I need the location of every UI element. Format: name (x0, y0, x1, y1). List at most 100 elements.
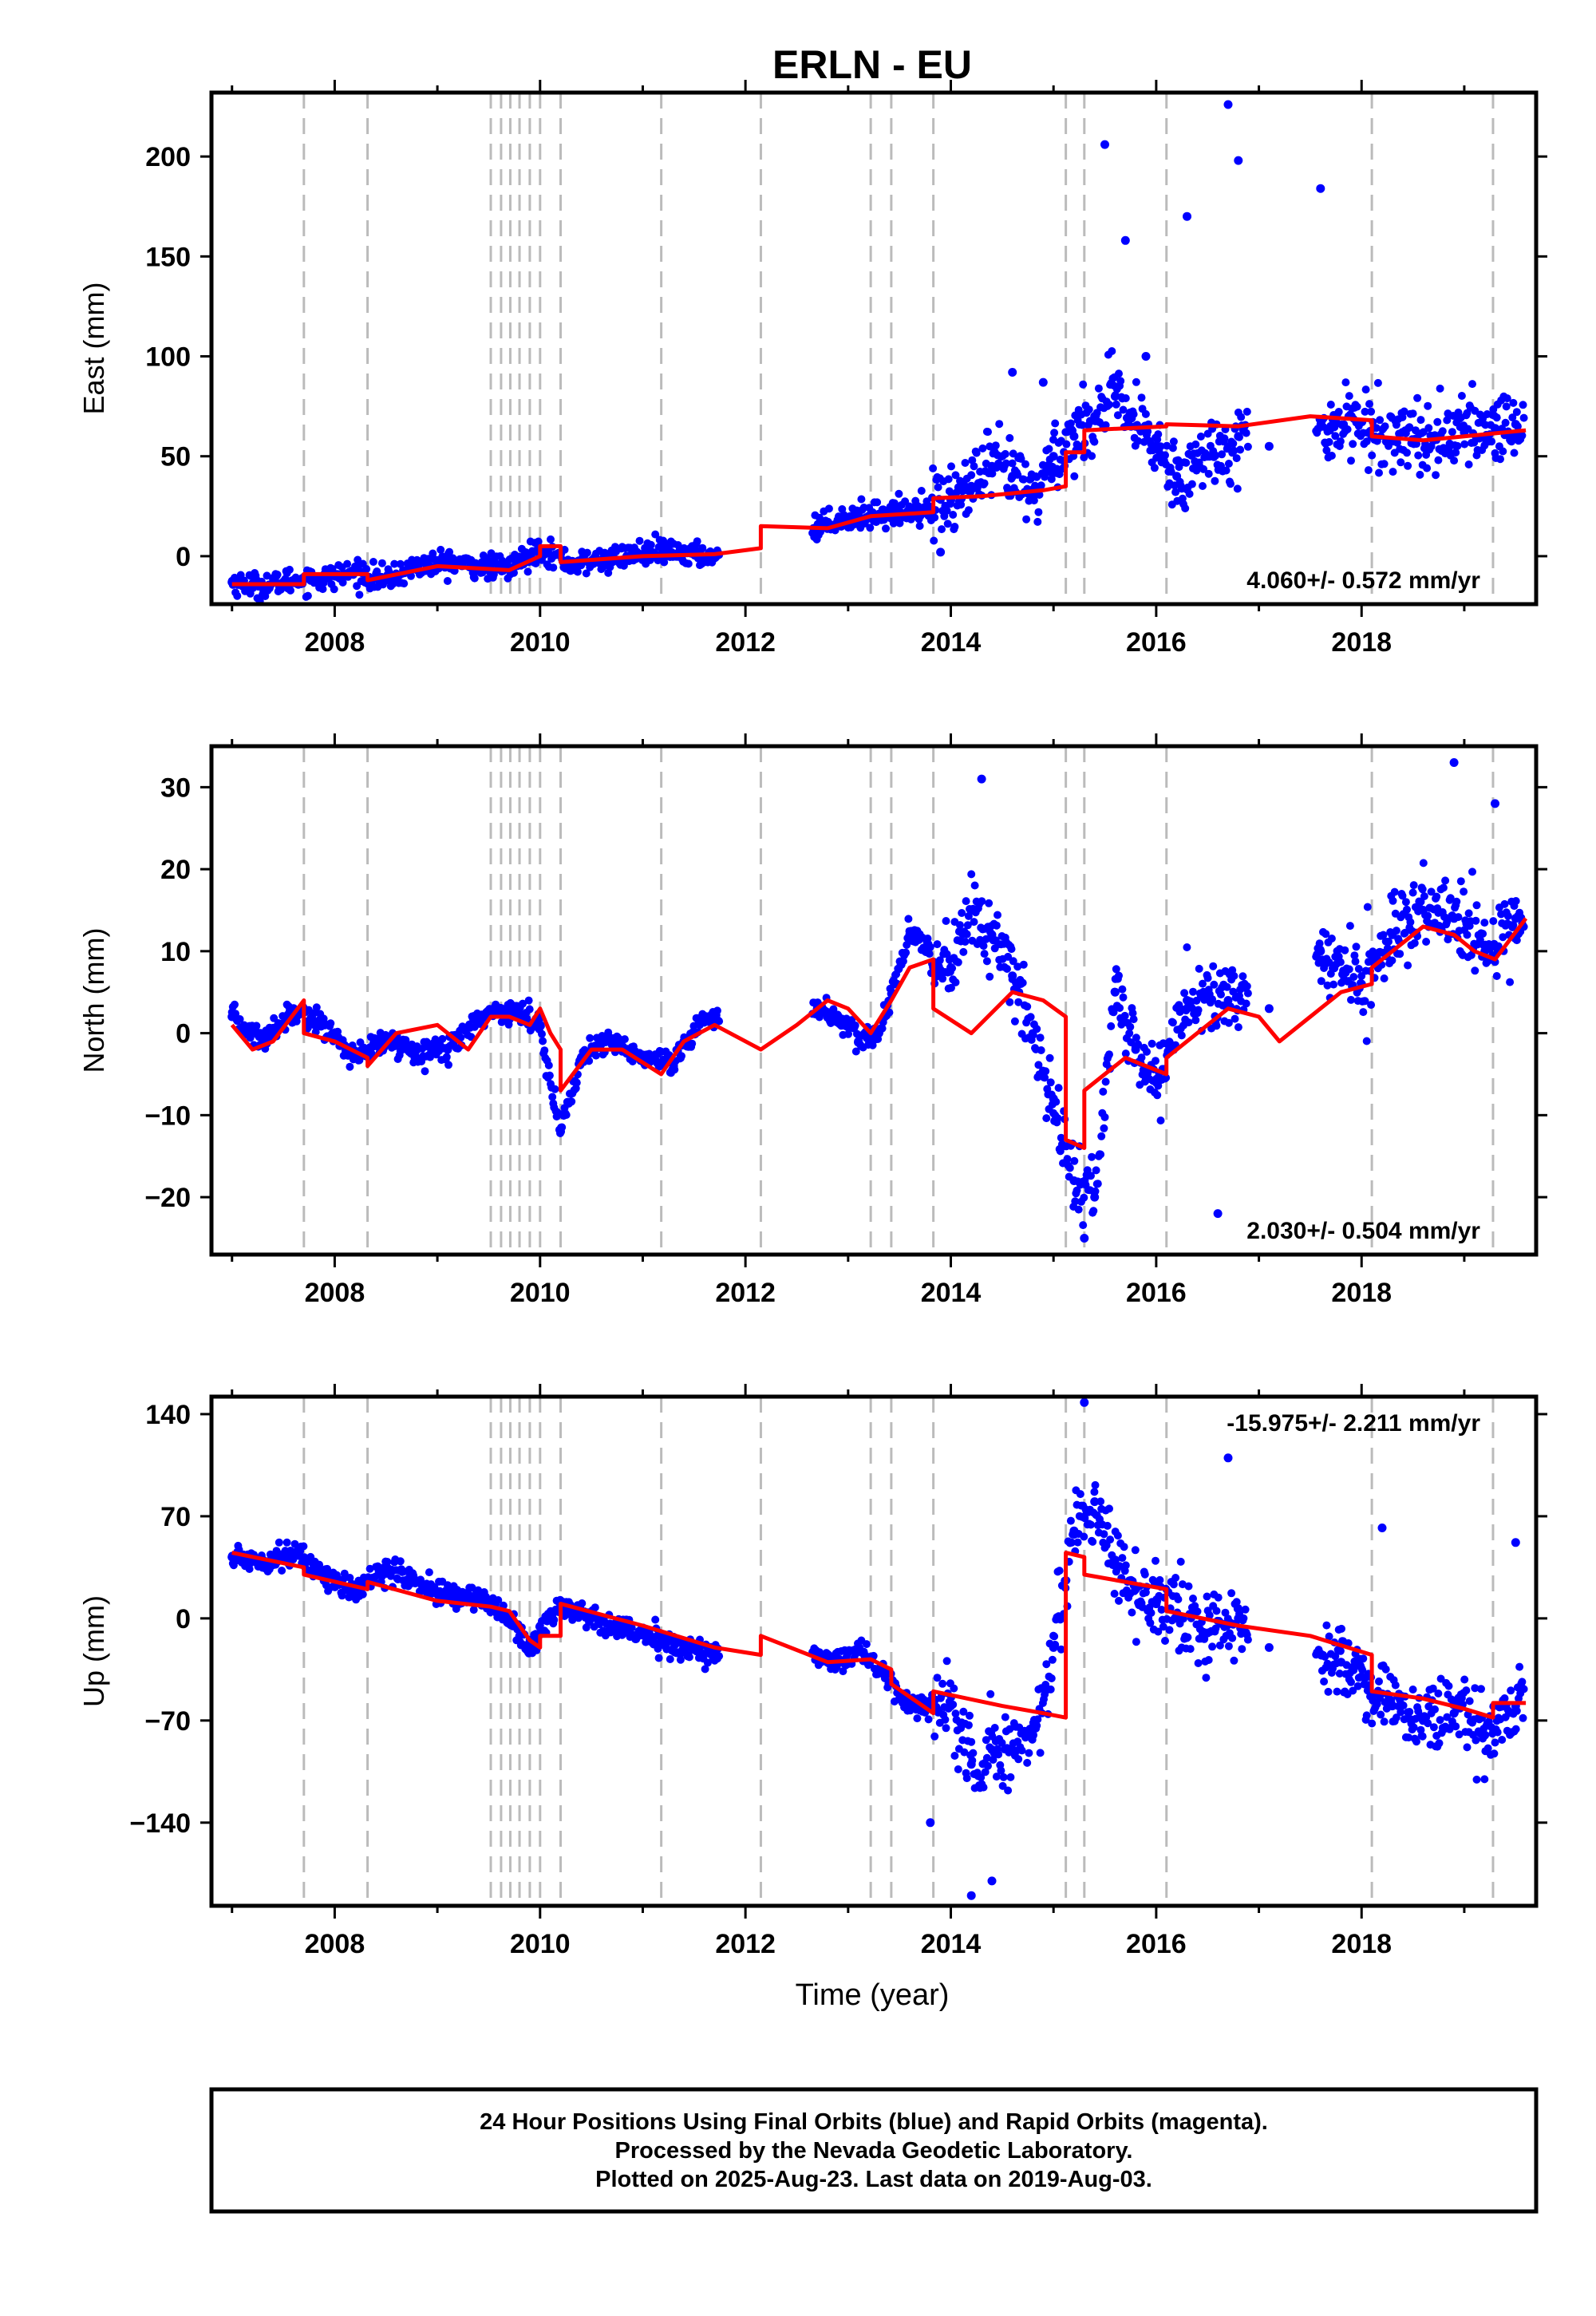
observed-point (421, 1067, 429, 1076)
observed-point (1029, 1030, 1037, 1039)
observed-point (1131, 1546, 1140, 1555)
observed-point (504, 1004, 514, 1014)
observed-point (1404, 461, 1412, 470)
observed-point (972, 449, 981, 457)
observed-point (1045, 1053, 1054, 1062)
observed-point (1092, 1166, 1100, 1175)
observed-point (1452, 449, 1460, 456)
observed-point (303, 591, 312, 600)
y-tick-label: 0 (176, 1019, 191, 1049)
observed-point (1406, 918, 1415, 927)
observed-point (1414, 451, 1423, 460)
observed-point (1503, 911, 1512, 920)
observed-point (400, 579, 409, 588)
observed-point (1005, 433, 1014, 442)
observed-point (1223, 982, 1231, 991)
observed-point (1396, 458, 1405, 467)
observed-point (443, 1581, 452, 1590)
observed-point (1519, 401, 1527, 409)
observed-point (874, 1029, 883, 1038)
observed-point (535, 1020, 545, 1030)
footer-box (209, 2087, 1539, 2214)
observed-point (929, 464, 938, 472)
observed-point (1232, 1598, 1241, 1607)
observed-point (1379, 931, 1388, 939)
observed-point (1492, 972, 1501, 980)
observed-point (1498, 1736, 1507, 1744)
observed-point (981, 1768, 990, 1777)
observed-point (1180, 989, 1189, 998)
observed-point (1455, 1730, 1464, 1739)
observed-point (950, 1684, 958, 1693)
observed-point (1434, 456, 1443, 464)
observed-point (1172, 472, 1182, 481)
observed-point (1152, 1599, 1161, 1609)
observed-point (1050, 429, 1059, 437)
observed-point (980, 950, 989, 958)
observed-point (1055, 1567, 1064, 1575)
observed-point (1079, 1221, 1088, 1230)
observed-point (1047, 1674, 1056, 1682)
observed-point (1362, 1037, 1371, 1045)
observed-point (1023, 1758, 1032, 1767)
observed-point (986, 972, 994, 981)
observed-point (1125, 1029, 1134, 1037)
observed-point (966, 1891, 976, 1900)
offset-lines (302, 1397, 1495, 1906)
observed-point (866, 524, 875, 532)
observed-point (263, 571, 271, 580)
observed-point (1063, 1155, 1072, 1164)
observed-point (1424, 911, 1432, 920)
observed-point (1113, 411, 1122, 420)
observed-point (1452, 1722, 1460, 1731)
observed-point (1336, 437, 1345, 445)
y-tick-label: −10 (144, 1101, 191, 1131)
observed-point (968, 456, 977, 464)
observed-point (1146, 1618, 1155, 1627)
observed-point (1119, 993, 1128, 1002)
observed-point (1431, 1705, 1439, 1713)
observed-point (1105, 401, 1113, 409)
observed-point (1230, 971, 1238, 980)
observed-point (1165, 1626, 1174, 1634)
observed-point (1118, 985, 1127, 994)
observed-point (1242, 999, 1250, 1008)
observed-point (1171, 1574, 1180, 1582)
observed-point (651, 1615, 660, 1624)
observed-point (1121, 394, 1130, 402)
observed-point (1511, 1538, 1520, 1547)
observed-point (941, 1715, 950, 1724)
observed-point (961, 938, 970, 946)
observed-point (688, 1039, 697, 1048)
observed-point (1014, 998, 1023, 1006)
observed-point (1034, 508, 1043, 516)
x-tick-label: 2018 (1331, 1929, 1392, 1959)
observed-point (978, 444, 987, 453)
observed-point (1147, 1609, 1156, 1617)
observed-point (967, 471, 976, 480)
observed-point (977, 1773, 986, 1782)
observed-point (684, 559, 693, 568)
observed-point (698, 543, 707, 552)
observed-point (829, 1005, 838, 1014)
observed-point (1182, 458, 1191, 467)
observed-point (925, 950, 934, 958)
observed-point (1121, 1049, 1130, 1058)
observed-point (942, 1657, 951, 1666)
observed-point (1183, 211, 1191, 221)
observed-point (1409, 1723, 1418, 1732)
observed-point (915, 522, 924, 530)
observed-point (1183, 996, 1191, 1005)
observed-point (1080, 1514, 1089, 1523)
observed-point (1377, 1710, 1385, 1719)
observed-point (1001, 459, 1010, 468)
observed-point (1006, 1773, 1015, 1781)
observed-point (1153, 1091, 1162, 1100)
observed-point (1212, 1022, 1221, 1030)
observed-point (917, 487, 926, 495)
observed-point (1218, 450, 1227, 459)
observed-point (904, 915, 913, 923)
observed-point (976, 935, 985, 944)
observed-point (1062, 440, 1071, 449)
observed-point (1033, 1025, 1041, 1034)
